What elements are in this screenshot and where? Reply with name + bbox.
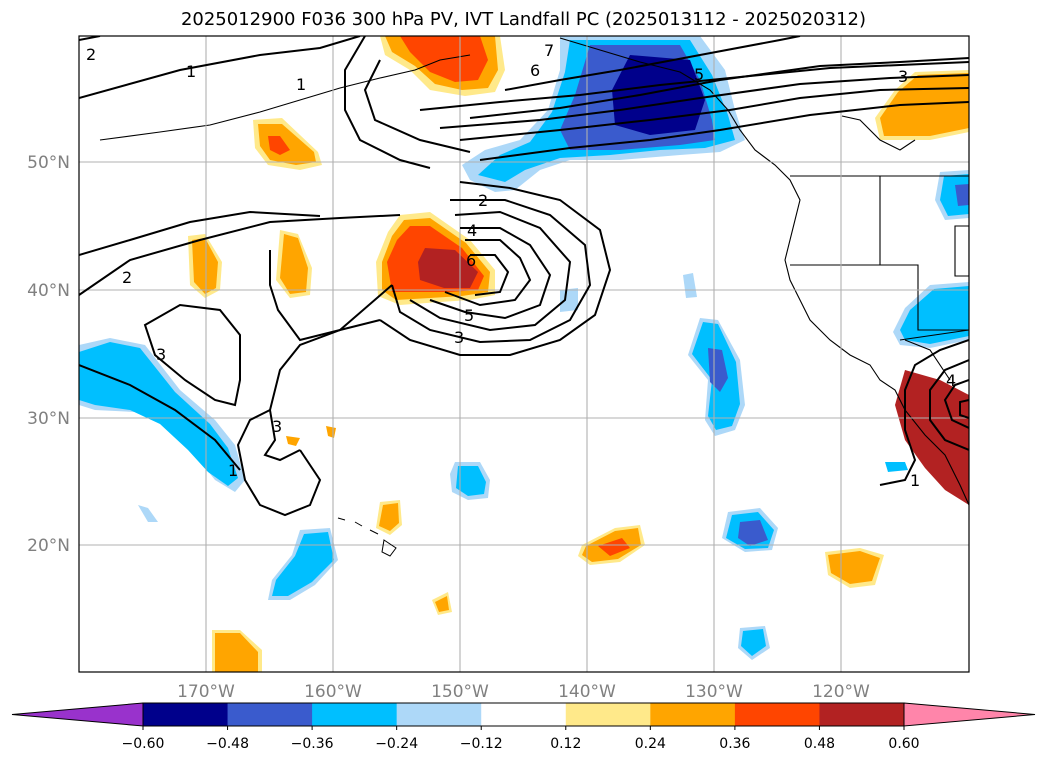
colorbar-box [565,703,651,726]
colorbar-tick-label: −0.36 [291,736,334,752]
colorbar-box [227,703,313,726]
lon-label: 150°W [431,682,489,702]
contour-label: 5 [694,65,704,84]
lon-label: 170°W [177,682,235,702]
plot-frame [78,35,970,673]
colorbar-tick-label: 0.36 [719,736,750,752]
lat-label: 40°N [27,281,70,301]
contour-label: 4 [946,371,956,390]
contour-label: 5 [464,306,474,325]
colorbar-box [143,703,229,726]
colorbar-extend-high [903,702,1036,727]
contour-label: 2 [122,268,132,287]
lat-label: 30°N [27,409,70,429]
colorbar-tick-label: −0.24 [375,736,418,752]
contour-label: 1 [910,471,920,490]
contour-label: 4 [467,221,477,240]
longitude-labels: 170°W 160°W 150°W 140°W 130°W 120°W [177,682,870,702]
lon-label: 160°W [304,682,362,702]
colorbar-box [650,703,736,726]
colorbar-extend-low [11,702,144,727]
contour-label: 3 [272,417,282,436]
contour-label: 2 [86,45,96,64]
colorbar-tick-label: −0.12 [460,736,503,752]
map-title: 2025012900 F036 300 hPa PV, IVT Landfall… [180,9,867,30]
colorbar: −0.60 −0.48 −0.36 −0.24 −0.12 0.12 0.24 0.36 0.4… [11,702,1036,752]
colorbar-tick-label: 0.48 [804,736,835,752]
contour-label: 7 [544,41,554,60]
colorbar-tick-label: −0.60 [122,736,165,752]
contour-label: 1 [228,461,238,480]
colorbar-tick-label: 0.24 [635,736,666,752]
lat-label: 20°N [27,536,70,556]
colorbar-frame [142,702,905,727]
colorbar-tick-label: 0.12 [550,736,581,752]
lon-label: 140°W [558,682,616,702]
contour-label: 3 [454,328,464,347]
contour-label: 6 [466,251,476,270]
contour-label: 2 [478,191,488,210]
lon-label: 120°W [812,682,870,702]
contour-label: 1 [296,75,306,94]
contour-label: 6 [530,61,540,80]
contour-label: 1 [186,62,196,81]
colorbar-box [396,703,482,726]
map-plot-area: 2 1 1 7 6 5 3 2 4 6 5 3 2 3 3 1 4 1 [79,36,969,672]
colorbar-tick-label: −0.48 [206,736,249,752]
colorbar-box [481,703,567,726]
hawaii-islands [337,517,397,557]
contour-label: 3 [156,345,166,364]
contour-labels: 2 1 1 7 6 5 3 2 4 6 5 3 2 3 3 1 4 1 [86,41,956,490]
latitude-labels: 50°N 40°N 30°N 20°N [27,153,70,556]
lon-label: 130°W [685,682,743,702]
colorbar-box [819,703,905,726]
ivt-contours [79,36,969,517]
contour-label: 3 [898,67,908,86]
lat-label: 50°N [27,153,70,173]
colorbar-box [312,703,398,726]
colorbar-tick-label: 0.60 [888,736,919,752]
colorbar-box [734,703,820,726]
